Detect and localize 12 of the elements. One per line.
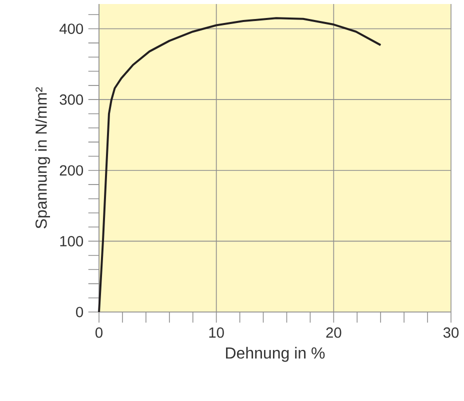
x-tick-label: 10	[209, 327, 224, 338]
y-tick-label: 200	[60, 165, 84, 176]
y-tick-label: 400	[59, 24, 84, 34]
y-tick-label: 100	[60, 236, 84, 246]
x-tick-label: 20	[326, 327, 342, 338]
y-axis-title: Spannung in N/mm²	[35, 87, 50, 228]
y-tick-label: 300	[60, 94, 84, 105]
x-axis-title: Dehnung in %	[226, 346, 325, 362]
line-series	[98, 17, 382, 313]
y-tick-label: 0	[76, 306, 84, 318]
x-tick-label: 0	[95, 327, 102, 338]
x-tick-label: 30	[443, 327, 459, 338]
